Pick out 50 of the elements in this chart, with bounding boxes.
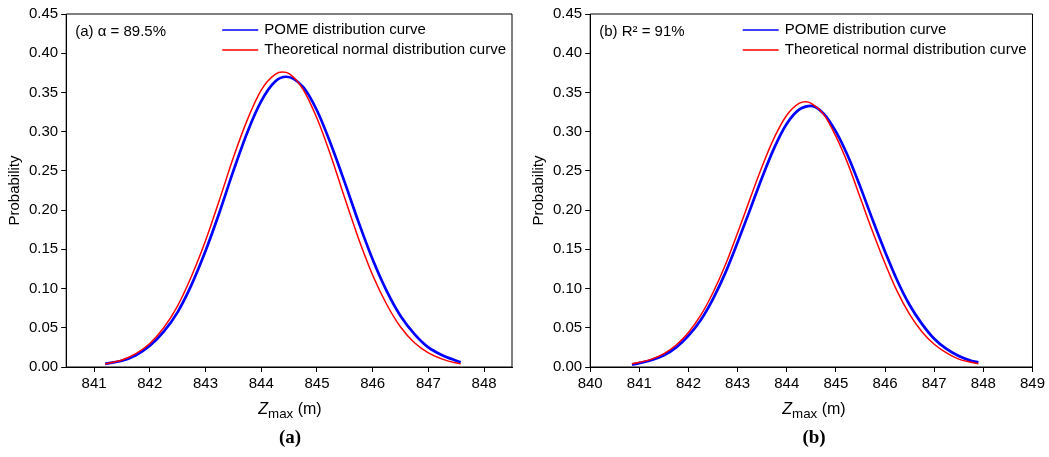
y-tick-label: 0.25 — [552, 161, 583, 179]
y-tick-label: 0.40 — [28, 43, 59, 61]
x-tick-label: 841 — [81, 374, 107, 392]
y-tick-label: 0.10 — [28, 278, 59, 296]
x-tick-label: 844 — [774, 374, 800, 392]
y-tick-label: 0.00 — [552, 357, 583, 375]
y-tick-label: 0.05 — [552, 317, 583, 335]
x-tick-label: 843 — [725, 374, 751, 392]
annotation: (b) R² = 91% — [599, 21, 685, 39]
x-tick-label: 845 — [304, 374, 330, 392]
x-tick-label: 848 — [970, 374, 996, 392]
x-tick-label: 844 — [248, 374, 274, 392]
x-tick-label: 846 — [360, 374, 386, 392]
annotation: (a) α = 89.5% — [75, 21, 167, 39]
text: (b) — [801, 426, 827, 448]
x-tick-label: 842 — [137, 374, 163, 392]
x-axis-title: Z$_{max}$ (m) — [258, 400, 322, 422]
y-tick-label: 0.35 — [28, 82, 59, 100]
legend-label: POME distribution curve — [264, 20, 426, 38]
x-tick-label: 848 — [471, 374, 497, 392]
y-tick-label: 0.20 — [28, 200, 59, 218]
x-tick-label: 842 — [675, 374, 701, 392]
y-axis-title: Probability — [5, 154, 23, 226]
x-tick-label: 849 — [1019, 374, 1045, 392]
y-tick-label: 0.45 — [552, 4, 583, 22]
x-axis-title: Z$_{max}$ (m) — [782, 400, 846, 422]
x-tick-label: 845 — [823, 374, 849, 392]
x-tick-label: 846 — [872, 374, 898, 392]
y-tick-label: 0.10 — [552, 278, 583, 296]
legend-label: Theoretical normal distribution curve — [264, 40, 507, 58]
x-tick-label: 847 — [415, 374, 441, 392]
y-tick-label: 0.15 — [552, 239, 583, 257]
legend-label: POME distribution curve — [784, 20, 947, 38]
text: (a) — [277, 426, 303, 448]
y-tick-label: 0.30 — [28, 121, 59, 139]
x-tick-label: 841 — [626, 374, 652, 392]
x-tick-label: 847 — [921, 374, 947, 392]
y-tick-label: 0.20 — [552, 200, 583, 218]
y-tick-label: 0.05 — [28, 317, 59, 335]
y-axis-title: Probability — [529, 154, 547, 226]
x-tick-label: 840 — [577, 374, 603, 392]
y-tick-label: 0.40 — [552, 43, 583, 61]
legend-label: Theoretical normal distribution curve — [784, 40, 1027, 58]
y-tick-label: 0.45 — [28, 4, 59, 22]
y-tick-label: 0.00 — [28, 357, 59, 375]
x-tick-label: 843 — [192, 374, 219, 392]
y-tick-label: 0.25 — [28, 161, 59, 179]
y-tick-label: 0.30 — [552, 121, 583, 139]
y-tick-label: 0.35 — [552, 82, 583, 100]
y-tick-label: 0.15 — [28, 239, 59, 257]
